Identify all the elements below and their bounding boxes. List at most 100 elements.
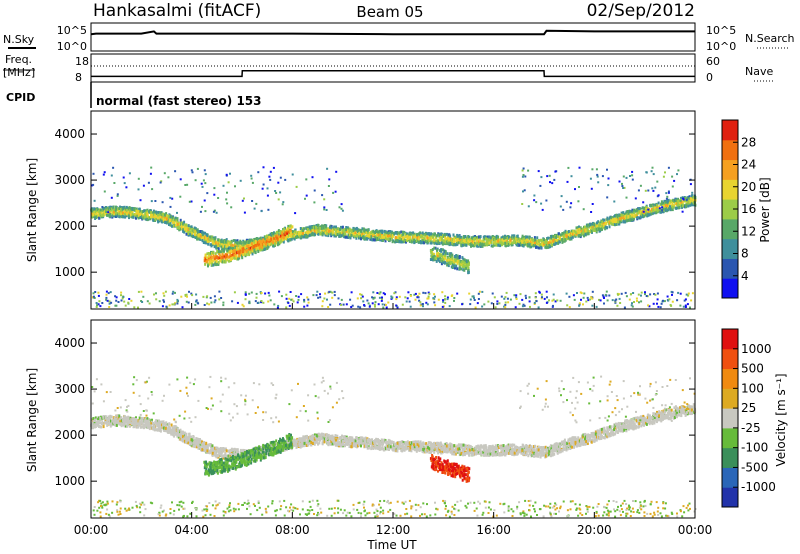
colorbar-tick-label: 24 — [741, 158, 756, 172]
echo-cell — [428, 292, 431, 295]
echo-cell — [566, 304, 569, 307]
echo-cell — [447, 264, 450, 268]
echo-cell — [676, 201, 679, 205]
echo-cell — [591, 304, 594, 307]
echo-cell — [403, 230, 406, 234]
echo-cell — [163, 218, 166, 222]
echo-cell — [680, 197, 683, 200]
echo-cell — [150, 215, 152, 219]
echo-cell — [328, 290, 331, 293]
echo-cell — [368, 305, 371, 308]
echo-cell — [634, 197, 637, 200]
echo-cell — [564, 229, 567, 233]
echo-cell — [692, 201, 695, 205]
echo-cell — [133, 417, 136, 421]
echo-cell — [129, 210, 132, 213]
echo-cell — [177, 435, 180, 439]
echo-cell — [113, 214, 116, 218]
echo-cell — [458, 262, 461, 266]
echo-cell — [92, 183, 95, 186]
echo-cell — [269, 232, 272, 236]
echo-cell — [264, 247, 267, 251]
echo-cell — [451, 294, 454, 297]
echo-cell — [150, 421, 153, 425]
echo-cell — [126, 206, 129, 210]
echo-cell — [393, 292, 396, 295]
echo-cell — [211, 260, 214, 264]
echo-cell — [578, 166, 581, 169]
echo-cell — [221, 260, 224, 264]
echo-cell — [545, 242, 548, 246]
echo-cell — [188, 231, 191, 235]
echo-cell — [145, 423, 148, 427]
echo-cell — [165, 421, 168, 425]
echo-cell — [173, 428, 176, 432]
echo-cell — [150, 200, 153, 203]
echo-cell — [311, 176, 314, 179]
echo-cell — [305, 234, 308, 238]
echo-cell — [566, 180, 569, 183]
echo-cell — [508, 235, 510, 239]
echo-cell — [147, 181, 150, 184]
echo-cell — [122, 176, 125, 179]
echo-cell — [553, 238, 556, 242]
echo-cell — [414, 298, 417, 301]
echo-cell — [467, 239, 470, 243]
echo-cell — [213, 193, 216, 196]
echo-cell — [661, 206, 664, 209]
echo-cell — [601, 220, 604, 224]
echo-cell — [123, 182, 126, 185]
echo-cell — [372, 291, 375, 294]
echo-cell — [173, 221, 175, 225]
echo-cell — [272, 166, 275, 169]
echo-cell — [590, 229, 593, 233]
echo-cell — [605, 221, 608, 225]
echo-cell — [361, 232, 364, 236]
echo-cell — [239, 246, 242, 250]
echo-cell — [462, 263, 465, 267]
echo-cell — [602, 225, 604, 229]
echo-cell — [462, 241, 464, 245]
echo-cell — [229, 172, 231, 175]
echo-cell — [316, 290, 319, 293]
echo-cell — [579, 291, 582, 294]
echo-cell — [462, 257, 465, 261]
echo-cell — [260, 300, 263, 302]
echo-cell — [151, 188, 154, 191]
echo-cell — [395, 238, 397, 242]
echo-cell — [306, 230, 309, 234]
echo-cell — [645, 171, 648, 174]
echo-cell — [534, 241, 537, 244]
echo-cell — [92, 208, 94, 212]
echo-cell — [315, 229, 318, 233]
echo-cell — [235, 255, 238, 259]
echo-cell — [251, 242, 253, 246]
echo-cell — [319, 227, 322, 230]
echo-cell — [648, 305, 651, 308]
echo-cell — [274, 242, 276, 246]
echo-cell — [657, 305, 660, 308]
echo-cell — [162, 423, 164, 427]
echo-cell — [294, 228, 297, 232]
echo-cell — [125, 417, 128, 421]
echo-cell — [509, 238, 512, 242]
echo-cell — [327, 234, 330, 238]
echo-cell — [444, 240, 447, 244]
echo-cell — [506, 242, 509, 245]
echo-cell — [650, 211, 653, 215]
echo-cell — [687, 200, 690, 204]
echo-cell — [685, 202, 688, 206]
echo-cell — [149, 172, 152, 175]
echo-cell — [173, 425, 176, 429]
echo-cell — [453, 240, 455, 243]
echo-cell — [555, 236, 558, 239]
echo-cell — [118, 206, 121, 210]
echo-cell — [511, 241, 514, 245]
echo-cell — [152, 218, 155, 222]
echo-cell — [490, 236, 493, 240]
echo-cell — [455, 264, 458, 268]
echo-cell — [587, 223, 590, 227]
echo-cell — [623, 212, 626, 216]
echo-cell — [528, 244, 531, 248]
echo-cell — [97, 294, 100, 297]
